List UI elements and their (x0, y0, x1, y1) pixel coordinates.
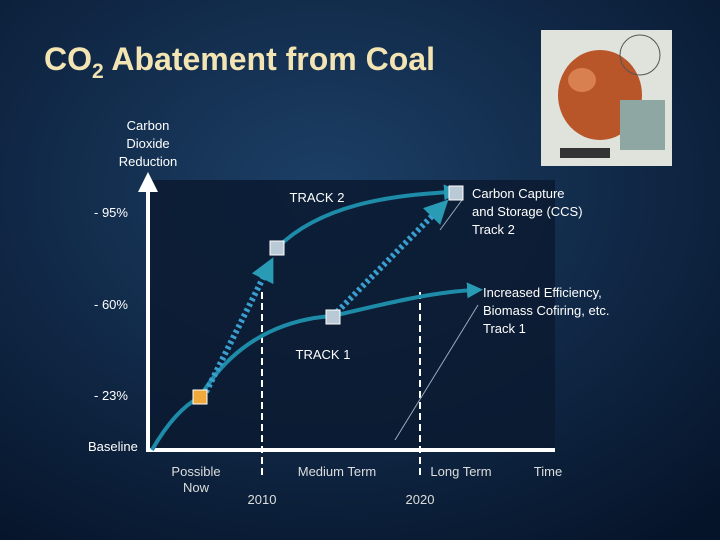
annotation: Carbon Capture (472, 186, 565, 201)
annotation: Increased Efficiency, (483, 285, 602, 300)
stage-marker (269, 240, 285, 256)
track-label: TRACK 2 (290, 190, 345, 205)
annotation: Track 1 (483, 321, 526, 336)
y-axis-label: Reduction (119, 154, 178, 169)
title-subscript: 2 (92, 60, 104, 83)
phase-label: Now (183, 480, 210, 495)
level-label: - 60% (94, 297, 128, 312)
track-label: TRACK 1 (296, 347, 351, 362)
cartoon-image (541, 30, 672, 166)
y-axis-label: Dioxide (126, 136, 169, 151)
track2-curve (275, 184, 460, 250)
pointer-line (394, 304, 479, 441)
plot-area (148, 180, 555, 450)
title-main: CO (44, 41, 92, 77)
phase-label: Medium Term (298, 464, 377, 479)
phase-label: Possible (171, 464, 220, 479)
transition-arrow (203, 257, 274, 394)
title-rest: Abatement from Coal (104, 41, 435, 77)
year-label: 2020 (406, 492, 435, 507)
annotation: and Storage (CCS) (472, 204, 583, 219)
annotation: Track 2 (472, 222, 515, 237)
level-label: - 95% (94, 205, 128, 220)
pointer-line (439, 199, 463, 231)
stage-marker (192, 389, 208, 405)
y-axis-label: Carbon (127, 118, 170, 133)
title: CO2 Abatement from Coal (44, 41, 435, 83)
stage-marker (448, 185, 464, 201)
annotation: Biomass Cofiring, etc. (483, 303, 609, 318)
stage-marker (325, 309, 341, 325)
year-label: 2010 (248, 492, 277, 507)
transition-arrow (334, 199, 449, 315)
level-label: Baseline (88, 439, 138, 454)
phase-label: Long Term (430, 464, 491, 479)
level-label: - 23% (94, 388, 128, 403)
phase-label: Time (534, 464, 562, 479)
